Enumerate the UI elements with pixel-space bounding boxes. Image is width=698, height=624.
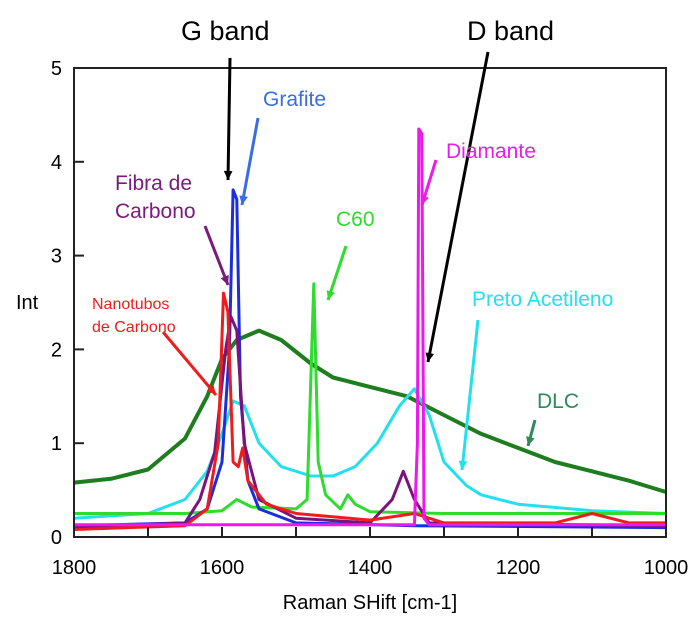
annotation-nanotubos-line2: de Carbono — [92, 319, 176, 336]
arrow-c60 — [326, 245, 348, 301]
annotation-grafite: Grafite — [263, 88, 327, 111]
y-axis-label: Int — [16, 292, 39, 314]
series-line-dlc — [73, 328, 667, 494]
annotation-fibra-line1: Fibra de — [115, 172, 193, 195]
annotation-dlc: DLC — [537, 390, 580, 413]
arrowhead-dlc-icon — [526, 436, 535, 446]
series-line-c60 — [74, 282, 666, 515]
x-tick-label: 1200 — [496, 557, 541, 579]
x-tick-label: 1400 — [348, 557, 393, 579]
annotation-g-band: G band — [181, 16, 270, 46]
annotation-fibra-line2: Carbono — [115, 200, 196, 223]
arrow-g-band — [226, 57, 232, 181]
y-tick-label: 0 — [51, 527, 62, 549]
y-tick-label: 1 — [51, 433, 62, 455]
annotation-nanotubos-line1: Nanotubos — [92, 296, 170, 313]
annotation-preto-acetileno: Preto Acetileno — [472, 288, 614, 311]
y-tick-label: 2 — [51, 339, 62, 361]
series-line-diamante — [74, 127, 666, 527]
arrow-grafite — [240, 117, 260, 206]
arrow-nanotubos — [161, 331, 218, 396]
x-axis-label: Raman SHift [cm-1] — [282, 592, 458, 614]
x-tick-label: 1600 — [200, 557, 245, 579]
arrowhead-d-band-icon — [425, 352, 434, 362]
arrowhead-diamante-icon — [420, 195, 429, 205]
arrow-d-band — [426, 51, 490, 363]
series-line-grafite — [73, 188, 667, 530]
annotation-c60: C60 — [336, 208, 375, 231]
arrow-fibra — [203, 225, 230, 286]
arrowhead-grafite-icon — [239, 195, 248, 205]
y-tick-label: 5 — [51, 58, 62, 80]
y-tick-label: 3 — [51, 246, 62, 268]
x-tick-label: 1000 — [644, 557, 689, 579]
annotation-d-band: D band — [467, 16, 555, 46]
arrowhead-nanotubos-icon — [206, 385, 216, 395]
y-tick-label: 4 — [51, 152, 62, 174]
arrowhead-preto-icon — [458, 460, 468, 470]
annotation-diamante: Diamante — [446, 140, 536, 163]
series-line-nanotubos-de-carbono — [73, 291, 666, 531]
x-tick-label: 1800 — [52, 557, 97, 579]
series-line-fibra-de-carbono — [73, 315, 667, 530]
arrowhead-c60-icon — [326, 290, 335, 300]
arrowhead-fibra-icon — [220, 275, 229, 285]
arrow-preto — [460, 319, 480, 471]
arrowhead-g-band-icon — [223, 170, 233, 180]
